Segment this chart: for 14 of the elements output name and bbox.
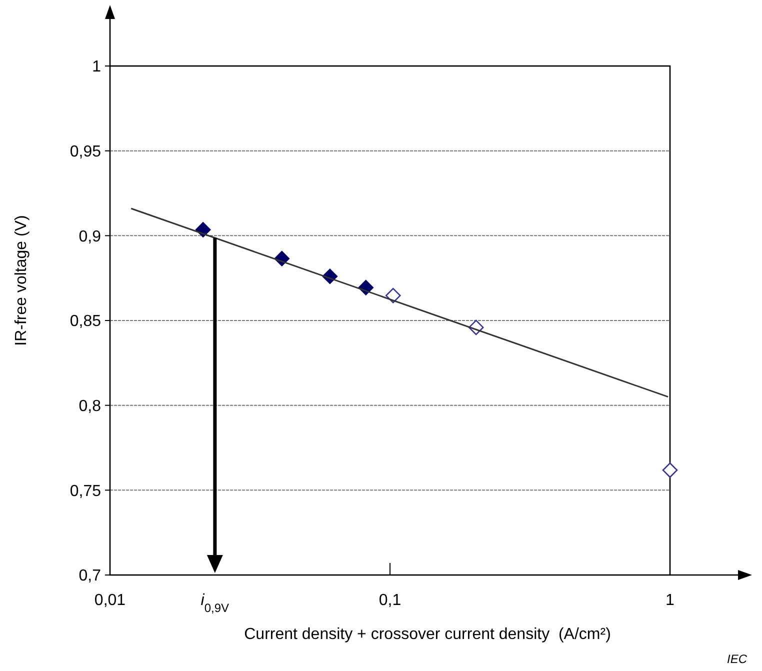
y-tick-label: 0,7 — [78, 568, 102, 585]
y-tick-label: 0,8 — [78, 398, 102, 415]
x-tick-label: 0,01 — [94, 592, 126, 609]
y-tick-label: 0,75 — [70, 482, 102, 500]
y-tick-label: 0,95 — [70, 143, 102, 160]
y-axis-title: IR-free voltage (V) — [13, 215, 30, 346]
y-tick-label: 0,85 — [70, 313, 102, 330]
x-tick-label: 1 — [666, 592, 675, 609]
y-tick-label: 0,9 — [78, 228, 102, 246]
ref-line-label: i$_{0,9V}$ — [200, 592, 230, 615]
x-tick-label: 0,1 — [378, 592, 402, 609]
y-tick-label: 1 — [92, 58, 102, 76]
text: IEC — [726, 652, 748, 666]
x-axis-title: Current density + crossover current density (A/cm²) — [244, 626, 611, 643]
